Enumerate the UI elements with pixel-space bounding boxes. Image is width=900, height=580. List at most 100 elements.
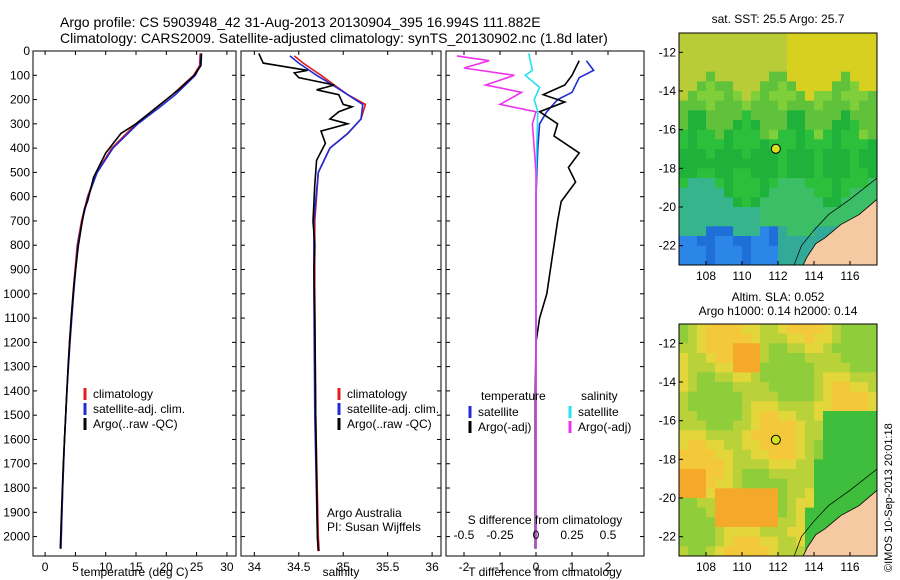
map-cell bbox=[733, 52, 743, 63]
map-cell bbox=[859, 91, 869, 102]
map-cell bbox=[769, 343, 779, 354]
map-cell bbox=[868, 343, 877, 354]
map-cell bbox=[778, 120, 788, 131]
map-cell bbox=[832, 178, 842, 189]
map-cell bbox=[778, 81, 788, 92]
map-cell bbox=[724, 488, 734, 499]
map-cell bbox=[814, 401, 824, 412]
map-cell bbox=[697, 120, 707, 131]
map-cell bbox=[832, 139, 842, 150]
map-cell bbox=[706, 430, 716, 441]
map-cell bbox=[796, 62, 806, 73]
map-cell bbox=[868, 469, 877, 480]
map-cell bbox=[841, 71, 851, 82]
map-cell bbox=[760, 52, 770, 63]
map-cell bbox=[724, 517, 734, 528]
map-cell bbox=[733, 440, 743, 451]
map-cell bbox=[832, 52, 842, 63]
map-cell bbox=[751, 129, 761, 140]
map-cell bbox=[688, 129, 698, 140]
map-cell bbox=[688, 420, 698, 431]
map-cell bbox=[742, 62, 752, 73]
map-title: sat. SST: 25.5 Argo: 25.7 bbox=[712, 12, 845, 26]
map-cell bbox=[706, 71, 716, 82]
map-cell bbox=[859, 411, 869, 422]
map-cell bbox=[706, 42, 716, 53]
map-cell bbox=[715, 498, 725, 509]
map-cell bbox=[733, 71, 743, 82]
map-cell bbox=[841, 91, 851, 102]
map-cell bbox=[760, 81, 770, 92]
map-cell bbox=[679, 401, 689, 412]
map-cell bbox=[832, 120, 842, 131]
map-cell bbox=[751, 478, 761, 489]
map-cell bbox=[742, 498, 752, 509]
map-cell bbox=[787, 245, 797, 256]
map-cell bbox=[796, 120, 806, 131]
map-cell bbox=[805, 81, 815, 92]
map-cell bbox=[742, 430, 752, 441]
map-cell bbox=[787, 372, 797, 383]
map-cell bbox=[724, 255, 734, 265]
profile-panels-layer: 0100200300400500600700800900100011001200… bbox=[3, 44, 645, 579]
argo-float-marker bbox=[770, 143, 781, 154]
profile-panel-temperature: 0100200300400500600700800900100011001200… bbox=[3, 44, 237, 579]
x-tick-label: 35.5 bbox=[376, 560, 400, 574]
map-cell bbox=[724, 207, 734, 218]
map-cell bbox=[751, 440, 761, 451]
map-cell bbox=[706, 440, 716, 451]
map-cell bbox=[805, 498, 815, 509]
map-cell bbox=[697, 187, 707, 198]
map-cell bbox=[724, 158, 734, 169]
map-cell bbox=[850, 129, 860, 140]
map-cell bbox=[778, 440, 788, 451]
map-cell bbox=[769, 158, 779, 169]
map-cell bbox=[742, 139, 752, 150]
map-cell bbox=[733, 362, 743, 373]
map-cell bbox=[733, 333, 743, 344]
map-cell bbox=[859, 469, 869, 480]
map-cell bbox=[715, 120, 725, 131]
map-cell bbox=[688, 168, 698, 179]
map-cell bbox=[679, 178, 689, 189]
map-cell bbox=[733, 42, 743, 53]
map-cell bbox=[841, 498, 851, 509]
map-cell bbox=[742, 411, 752, 422]
map-cell bbox=[796, 187, 806, 198]
map-cell bbox=[706, 255, 716, 265]
map-cell bbox=[841, 430, 851, 441]
map-cell bbox=[724, 33, 734, 44]
map-cell bbox=[814, 372, 824, 383]
map-cell bbox=[769, 120, 779, 131]
map-cell bbox=[850, 498, 860, 509]
map-cell bbox=[733, 498, 743, 509]
map-cell bbox=[805, 226, 815, 237]
map-cell bbox=[724, 343, 734, 354]
map-cell bbox=[724, 372, 734, 383]
map-cell bbox=[805, 110, 815, 121]
map-cell bbox=[733, 158, 743, 169]
x-tick-label: 34 bbox=[248, 560, 262, 574]
map-cell bbox=[787, 178, 797, 189]
map-cell bbox=[769, 216, 779, 227]
secondary-tick-label: -0.5 bbox=[454, 528, 475, 542]
map-cell bbox=[697, 498, 707, 509]
map-cell bbox=[850, 440, 860, 451]
map-cell bbox=[859, 333, 869, 344]
map-cell bbox=[724, 42, 734, 53]
map-cell bbox=[679, 362, 689, 373]
map-cell bbox=[778, 245, 788, 256]
map-cell bbox=[796, 440, 806, 451]
map-cell bbox=[697, 216, 707, 227]
map-cell bbox=[688, 207, 698, 218]
map-cell bbox=[760, 216, 770, 227]
map-cell bbox=[733, 139, 743, 150]
map-cell bbox=[859, 391, 869, 402]
map-cell bbox=[724, 362, 734, 373]
map-cell bbox=[787, 411, 797, 422]
map-cell bbox=[832, 91, 842, 102]
map-cell bbox=[859, 478, 869, 489]
map-cell bbox=[841, 120, 851, 131]
map-cell bbox=[769, 411, 779, 422]
map-cell bbox=[796, 507, 806, 518]
